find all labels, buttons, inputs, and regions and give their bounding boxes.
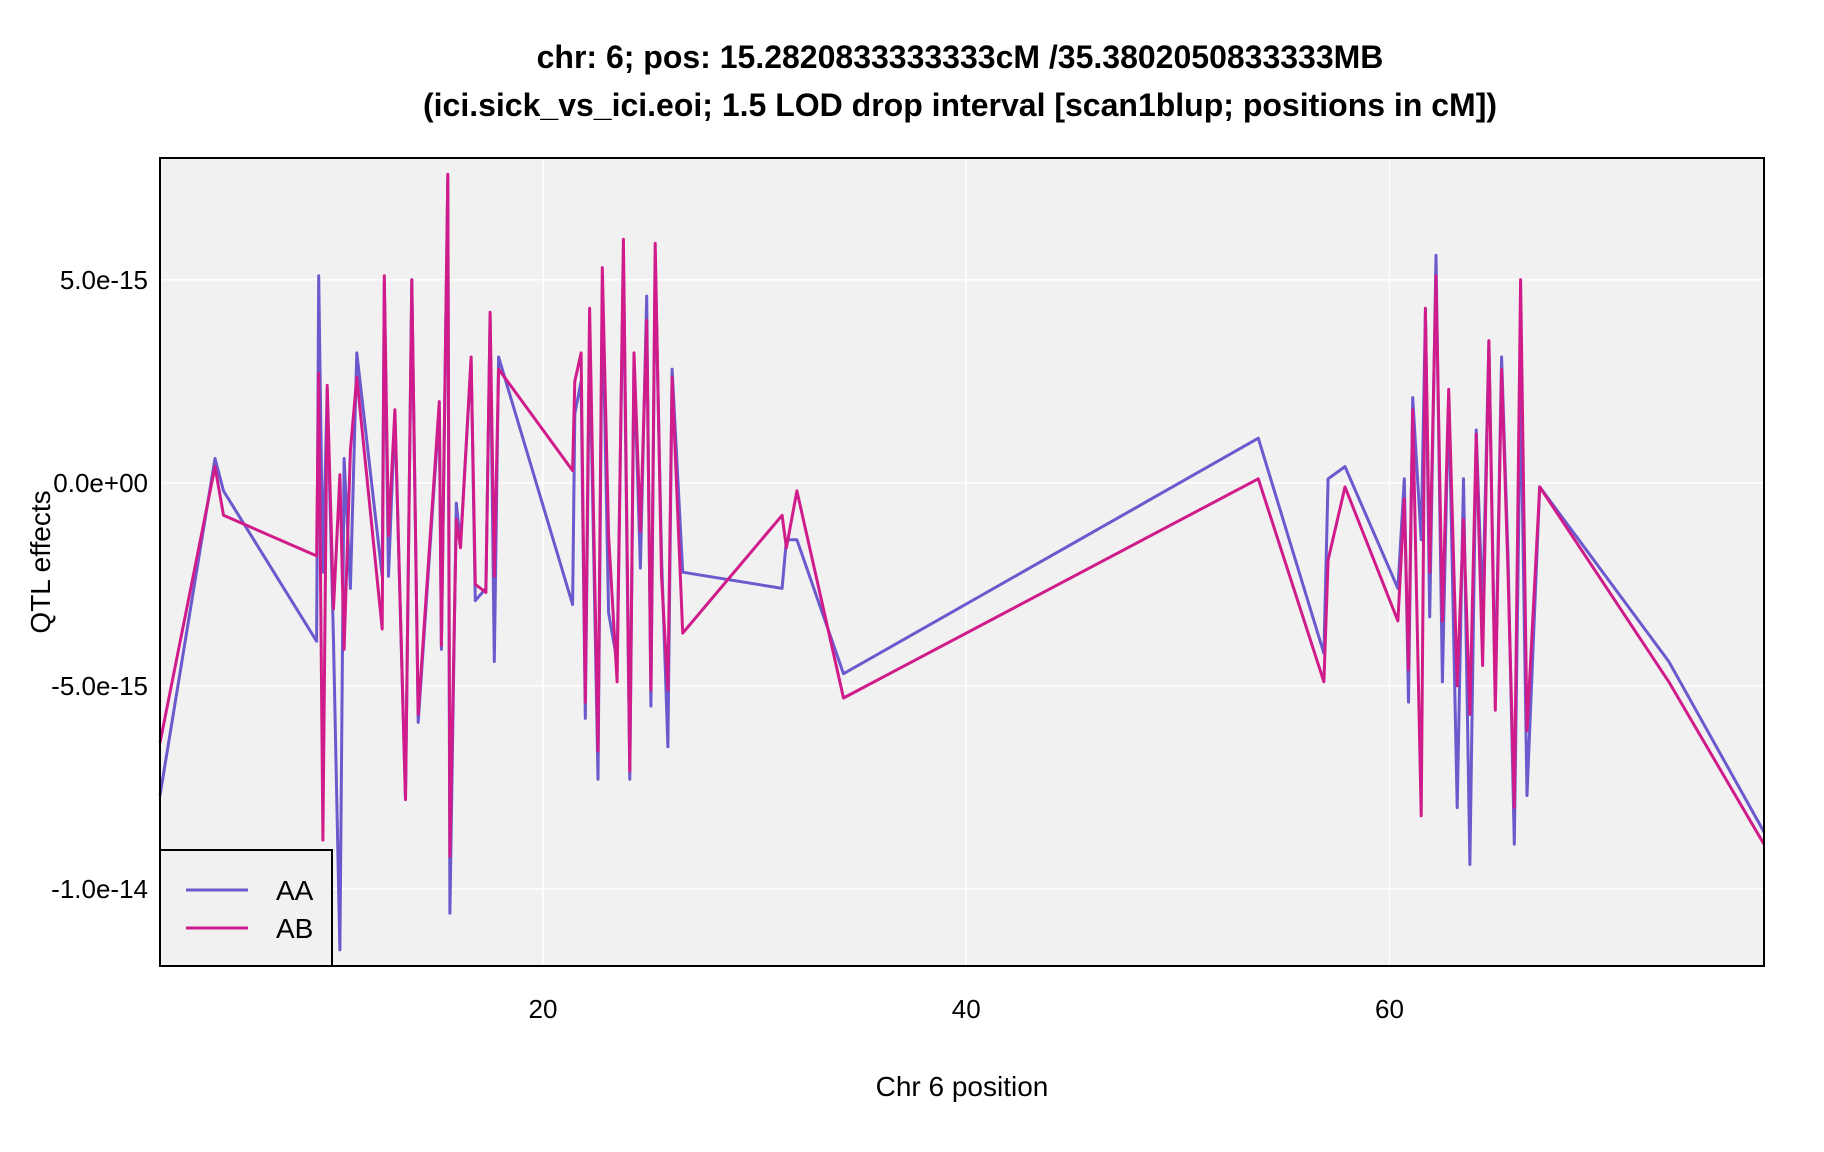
x-axis: 20 40 60 xyxy=(529,994,1404,1024)
x-tick-label: 20 xyxy=(529,994,558,1024)
legend-label-ab: AB xyxy=(276,913,313,944)
chart-title-line1: chr: 6; pos: 15.2820833333333cM /35.3802… xyxy=(537,39,1384,75)
x-axis-label: Chr 6 position xyxy=(876,1071,1049,1102)
x-tick-label: 40 xyxy=(952,994,981,1024)
series-layer xyxy=(158,172,1766,952)
x-tick-label: 60 xyxy=(1375,994,1404,1024)
legend-box xyxy=(159,849,333,967)
y-tick-label: -5.0e-15 xyxy=(51,671,148,701)
y-axis-label: QTL effects xyxy=(25,490,56,633)
series-line-ab xyxy=(158,172,1766,858)
plot-border xyxy=(159,157,1765,967)
y-axis: 5.0e-15 0.0e+00 -5.0e-15 -1.0e-14 xyxy=(51,265,148,904)
legend: AA AB xyxy=(159,849,333,967)
y-tick-label: 5.0e-15 xyxy=(60,265,148,295)
legend-label-aa: AA xyxy=(276,875,314,906)
y-tick-label: 0.0e+00 xyxy=(53,468,148,498)
chart-title-line2: (ici.sick_vs_ici.eoi; 1.5 LOD drop inter… xyxy=(423,87,1497,123)
y-tick-label: -1.0e-14 xyxy=(51,874,148,904)
